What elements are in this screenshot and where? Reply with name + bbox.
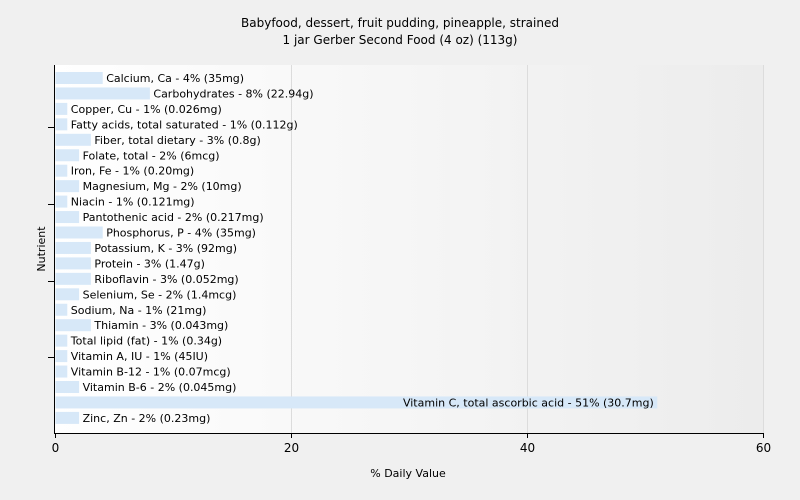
chart-title: Babyfood, dessert, fruit pudding, pineap…: [241, 16, 559, 30]
bar-label-21: Vitamin C, total ascorbic acid - 51% (30…: [403, 396, 654, 409]
bar-4: [55, 133, 91, 146]
bar-label-13: Riboflavin - 3% (0.052mg): [94, 273, 238, 286]
bar-label-5: Folate, total - 2% (6mcg): [83, 149, 220, 162]
bar-22: [55, 411, 80, 424]
bar-8: [55, 195, 68, 208]
bar-14: [55, 288, 80, 301]
x-tick-label-3: 60: [756, 441, 771, 455]
bar-7: [55, 180, 80, 193]
y-axis-title: Nutrient: [35, 226, 48, 272]
bar-label-9: Pantothenic acid - 2% (0.217mg): [83, 211, 264, 224]
bar-label-4: Fiber, total dietary - 3% (0.8g): [94, 134, 260, 147]
bar-label-19: Vitamin B-12 - 1% (0.07mcg): [71, 366, 231, 379]
bar-label-7: Magnesium, Mg - 2% (10mg): [83, 180, 242, 193]
bar-label-15: Sodium, Na - 1% (21mg): [71, 304, 207, 317]
bar-label-14: Selenium, Se - 2% (1.4mcg): [83, 288, 237, 301]
bar-13: [55, 272, 91, 285]
bar-labels: Calcium, Ca - 4% (35mg) Carbohydrates - 8…: [70, 72, 654, 425]
bar-label-0: Calcium, Ca - 4% (35mg): [106, 72, 244, 85]
bar-10: [55, 226, 103, 239]
chart-subtitle: 1 jar Gerber Second Food (4 oz) (113g): [283, 33, 518, 47]
x-tick-label-2: 40: [520, 441, 535, 455]
bar-label-3: Fatty acids, total saturated - 1% (0.112…: [71, 118, 298, 131]
bar-5: [55, 149, 80, 162]
bar-6: [55, 164, 68, 177]
gridlines: [291, 65, 764, 433]
y-axis-ticks: [48, 127, 55, 358]
bar-20: [55, 381, 80, 393]
bar-label-8: Niacin - 1% (0.121mg): [71, 196, 195, 209]
bar-19: [55, 365, 68, 378]
bar-12: [55, 257, 91, 270]
bars: [55, 72, 658, 424]
bar-label-10: Phosphorus, P - 4% (35mg): [106, 227, 256, 240]
bar-11: [55, 241, 91, 254]
bar-16: [55, 319, 91, 332]
bar-17: [55, 334, 68, 347]
bar-1: [55, 87, 150, 100]
bar-label-11: Potassium, K - 3% (92mg): [94, 242, 237, 255]
bar-3: [55, 118, 68, 131]
bar-label-2: Copper, Cu - 1% (0.026mg): [71, 103, 222, 116]
bar-18: [55, 350, 68, 363]
bar-label-17: Total lipid (fat) - 1% (0.34g): [70, 335, 222, 348]
bar-15: [55, 303, 68, 316]
plot-area: [55, 65, 763, 433]
bar-label-1: Carbohydrates - 8% (22.94g): [153, 87, 313, 100]
bar-0: [55, 72, 103, 84]
bar-label-16: Thiamin - 3% (0.043mg): [93, 319, 228, 332]
bar-21: [55, 396, 658, 409]
bar-label-22: Zinc, Zn - 2% (0.23mg): [83, 412, 211, 425]
bar-label-12: Protein - 3% (1.47g): [94, 257, 205, 270]
bar-label-6: Iron, Fe - 1% (0.20mg): [71, 165, 194, 178]
x-tick-label-0: 0: [52, 441, 60, 455]
bar-label-20: Vitamin B-6 - 2% (0.045mg): [83, 381, 237, 394]
x-tick-label-1: 20: [284, 441, 299, 455]
bar-label-18: Vitamin A, IU - 1% (45IU): [71, 350, 208, 363]
x-axis-title: % Daily Value: [370, 467, 446, 480]
x-axis-ticks: 0 20 40 60: [52, 433, 771, 455]
bar-9: [55, 211, 80, 224]
bar-2: [55, 102, 68, 115]
